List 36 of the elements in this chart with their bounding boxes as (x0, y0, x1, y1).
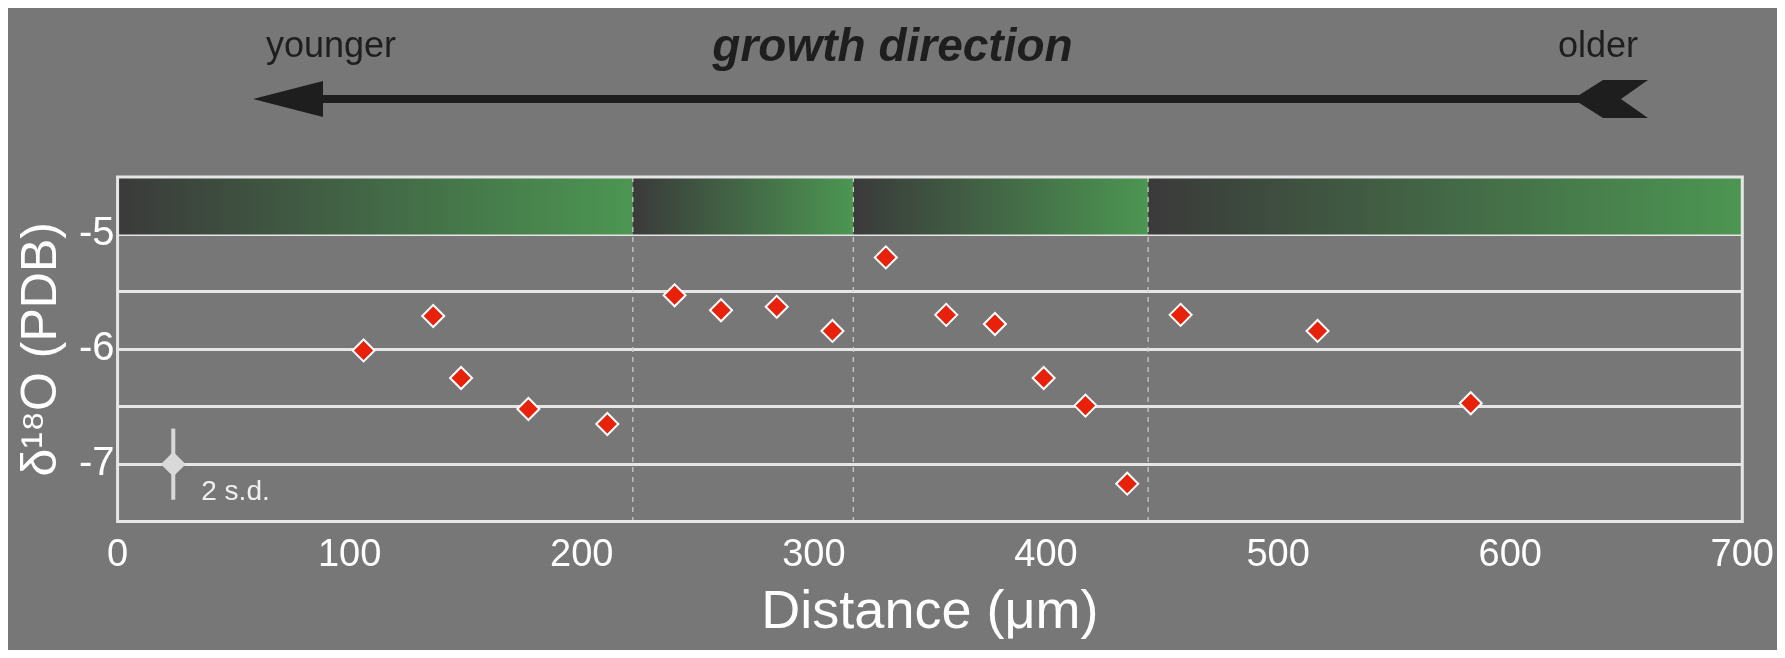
x-tick-label: 0 (107, 531, 129, 574)
point (516, 397, 541, 422)
x-tick-label: 500 (1246, 531, 1310, 574)
x-tick-label: 200 (550, 531, 614, 574)
y-tick-label: -5 (78, 209, 115, 254)
point (934, 302, 959, 327)
y-tick-label: -7 (78, 439, 115, 484)
point (1458, 391, 1483, 416)
point (421, 303, 446, 328)
point (351, 338, 376, 363)
x-tick-label: 400 (1014, 531, 1078, 574)
point (449, 366, 474, 391)
x-axis-title: Distance (μm) (761, 579, 1099, 640)
point (982, 312, 1007, 337)
text: older (1558, 24, 1639, 66)
y-axis-title: δ¹⁸O (PDB) (10, 222, 67, 477)
point (764, 294, 789, 319)
point (1115, 471, 1140, 496)
chart-title: growth direction (712, 19, 1073, 71)
point (662, 283, 687, 308)
point (820, 318, 845, 343)
x-tick-label: 600 (1478, 531, 1542, 574)
point (595, 411, 620, 436)
x-tick-label: 700 (1710, 531, 1774, 574)
series-label: 2 s.d. (201, 474, 270, 506)
y-tick-label: -6 (78, 324, 115, 369)
point (709, 298, 734, 323)
point (161, 452, 186, 477)
point (1073, 393, 1098, 418)
point (1168, 302, 1193, 327)
point (873, 245, 898, 270)
point (1031, 366, 1056, 391)
x-tick-label: 300 (782, 531, 846, 574)
point (1305, 318, 1330, 343)
x-tick-label: 100 (317, 531, 382, 574)
text: younger (266, 24, 397, 66)
